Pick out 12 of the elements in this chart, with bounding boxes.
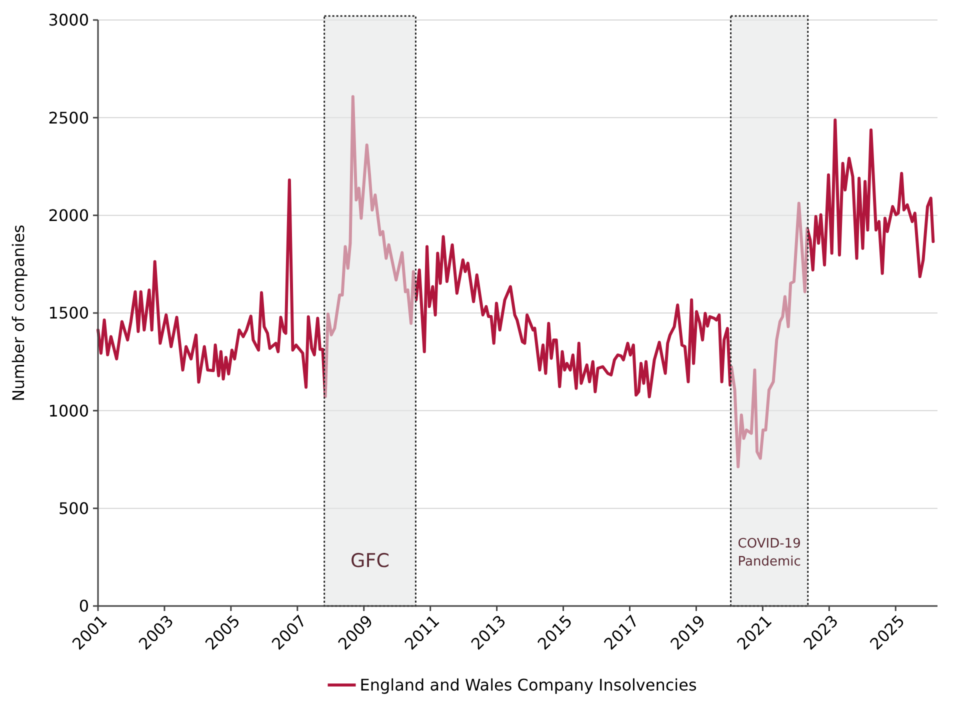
band-label: COVID-19 Pandemic <box>738 536 801 570</box>
y-tick-label: 3000 <box>48 10 89 30</box>
y-tick-label: 1500 <box>48 304 89 323</box>
y-tick-label: 1000 <box>48 401 89 420</box>
band-label: GFC <box>350 550 390 572</box>
y-tick-label: 2000 <box>48 206 89 225</box>
y-tick-label: 0 <box>78 596 89 616</box>
y-tick-label: 2500 <box>48 108 89 128</box>
line-series <box>96 95 935 468</box>
legend-label: England and Wales Company Insolvencies <box>360 676 697 695</box>
y-axis-title: Number of companies <box>9 224 28 402</box>
y-tick-label: 500 <box>58 498 89 518</box>
